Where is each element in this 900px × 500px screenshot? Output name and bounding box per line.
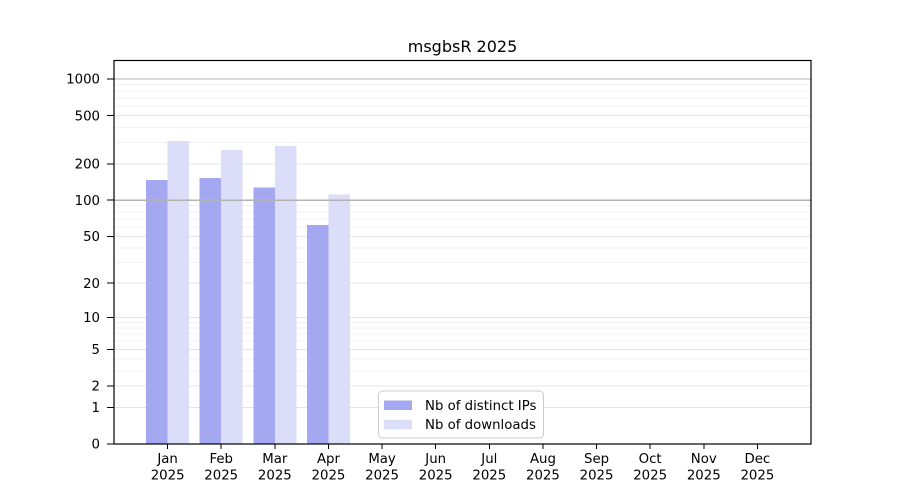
bar-nb-of-downloads-mar-2025 <box>274 145 297 444</box>
bar-nb-of-distinct-ips-apr-2025 <box>306 225 329 444</box>
x-tick-label-apr-2025: Apr 2025 <box>312 452 346 484</box>
x-tick-label-feb-2025: Feb 2025 <box>204 452 238 484</box>
x-tick-label-jan-2025: Jan 2025 <box>151 452 185 484</box>
y-tick-label-0: 0 <box>92 438 100 453</box>
bar-nb-of-distinct-ips-feb-2025 <box>199 178 222 445</box>
y-tick-label-1: 1 <box>92 401 100 416</box>
y-tick-label-200: 200 <box>75 158 100 173</box>
bar-nb-of-downloads-feb-2025 <box>221 149 243 445</box>
y-tick-label-10: 10 <box>83 311 100 326</box>
x-tick-label-sep-2025: Sep 2025 <box>580 452 614 484</box>
x-tick-label-dec-2025: Dec 2025 <box>740 452 774 484</box>
bar-nb-of-distinct-ips-mar-2025 <box>253 187 275 444</box>
x-tick-label-mar-2025: Mar 2025 <box>258 452 292 484</box>
bar-nb-of-downloads-jan-2025 <box>167 140 190 444</box>
y-tick-label-500: 500 <box>75 109 100 124</box>
x-tick-label-jun-2025: Jun 2025 <box>419 452 453 484</box>
x-tick-label-jul-2025: Jul 2025 <box>472 452 506 484</box>
legend-box <box>378 390 544 439</box>
legend-swatch-downloads <box>384 419 412 430</box>
y-tick-label-2: 2 <box>92 380 100 395</box>
bars <box>146 140 350 445</box>
y-tick-label-5: 5 <box>92 343 100 358</box>
chart-title: msgbsR 2025 <box>408 37 518 56</box>
legend-swatch-distinct-ips <box>384 400 412 410</box>
x-tick-label-oct-2025: Oct 2025 <box>633 452 667 484</box>
axes: 0 1 2 5 10 20 50 100 200 500 1000 Jan 2025 Feb 2025 Mar… <box>66 73 774 484</box>
legend-label-downloads: Nb of downloads <box>425 418 536 433</box>
y-tick-label-50: 50 <box>83 230 100 245</box>
plot-border <box>113 59 812 445</box>
y-tick-label-1000: 1000 <box>66 73 100 88</box>
legend-label-distinct-ips: Nb of distinct IPs <box>425 399 537 414</box>
x-tick-label-nov-2025: Nov 2025 <box>687 452 721 484</box>
reference-lines <box>114 78 811 201</box>
y-tick-label-20: 20 <box>83 277 100 292</box>
x-tick-label-may-2025: May 2025 <box>365 452 399 484</box>
bar-nb-of-downloads-apr-2025 <box>328 194 350 444</box>
y-tick-label-100: 100 <box>75 194 100 209</box>
legend: Nb of distinct IPs Nb of downloads <box>378 390 544 439</box>
x-tick-label-aug-2025: Aug 2025 <box>526 452 560 484</box>
bar-nb-of-distinct-ips-jan-2025 <box>146 179 168 445</box>
